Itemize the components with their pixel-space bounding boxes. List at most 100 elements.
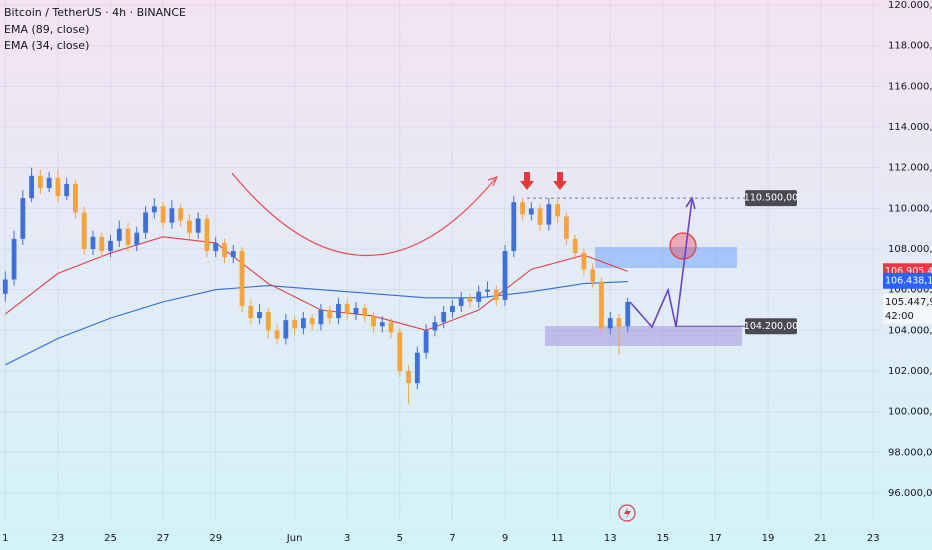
y-tick-label: 98.000,00: [888, 447, 932, 458]
y-tick-label: 104.000,00: [888, 325, 932, 336]
chart-title: Bitcoin / TetherUS · 4h · BINANCE: [4, 6, 186, 19]
candle-body: [414, 352, 420, 384]
candles: [2, 167, 631, 404]
grid: [0, 0, 882, 520]
price-label-box: [883, 272, 932, 289]
x-tick-label: 5: [397, 533, 403, 544]
candle-body: [537, 208, 543, 225]
candle-body: [300, 318, 306, 329]
y-tick-label: 116.000,00: [888, 81, 932, 92]
candle-body: [81, 212, 87, 249]
candle-body: [160, 206, 166, 223]
down-arrow: [553, 172, 567, 190]
x-tick-label: 9: [502, 533, 508, 544]
candle-body: [2, 279, 8, 294]
candle-body: [178, 208, 184, 221]
candle-body: [485, 289, 490, 292]
candle-body: [151, 206, 157, 213]
candle-body: [493, 289, 499, 300]
candle-body: [292, 320, 298, 329]
countdown: 42:00: [885, 311, 914, 322]
candle-body: [46, 177, 52, 188]
candle-body: [230, 251, 236, 258]
last-price: 105.447,99: [885, 297, 932, 308]
candle-body: [327, 310, 333, 319]
candle-body: [467, 297, 473, 302]
candle-body: [397, 332, 403, 371]
resistance-zone: [595, 247, 737, 268]
candle-body: [371, 316, 376, 327]
candle-body: [265, 312, 271, 331]
price-label: 106.905,43: [885, 266, 932, 277]
event-icon[interactable]: [618, 504, 636, 522]
candle-body: [528, 208, 534, 215]
candle-body: [625, 301, 631, 327]
target-circle: [669, 232, 697, 260]
candle-body: [458, 297, 464, 306]
x-tick-label: 7: [449, 533, 455, 544]
candle-body: [90, 236, 96, 249]
x-tick-label: 27: [157, 533, 170, 544]
support-zone: [545, 326, 742, 346]
target-box: [745, 190, 797, 207]
candle-body: [599, 281, 604, 329]
candle-body: [450, 305, 455, 313]
candle-body: [248, 305, 254, 319]
candle-body: [581, 253, 587, 270]
candle-body: [29, 175, 35, 199]
zones: [545, 247, 742, 346]
candle-body: [344, 303, 350, 315]
last-price-box: [883, 293, 932, 324]
candle-body: [563, 216, 569, 239]
candle-body: [362, 307, 368, 317]
y-tick-label: 108.000,00: [888, 244, 932, 255]
curve-arrowhead: [487, 176, 499, 187]
y-tick-label: 96.000,00: [888, 488, 932, 499]
targets: 110.500,00 104.200,00: [527, 190, 798, 335]
candle-body: [222, 242, 227, 258]
candle-body: [143, 212, 148, 233]
candle-body: [555, 204, 561, 217]
y-tick-label: 118.000,00: [888, 41, 932, 52]
candle-body: [441, 312, 447, 323]
target-label: 104.200,00: [744, 321, 798, 332]
candle-body: [37, 175, 43, 188]
candle-body: [309, 318, 315, 325]
y-tick-label: 112.000,00: [888, 163, 932, 174]
candle-body: [239, 251, 245, 306]
candle-body: [99, 236, 105, 252]
candle-body: [274, 330, 280, 339]
x-tick-label: 25: [104, 533, 117, 544]
y-tick-label: 110.000,00: [888, 203, 932, 214]
candle-body: [520, 202, 525, 215]
x-tick-label: 21: [814, 533, 827, 544]
candle-body: [108, 240, 113, 252]
candle-body: [379, 322, 385, 327]
candle-body: [511, 202, 517, 252]
drawings: [231, 172, 697, 522]
candle-body: [213, 242, 219, 252]
candle-body: [388, 322, 394, 333]
candle-body: [116, 228, 122, 241]
y-tick-label: 114.000,00: [888, 122, 932, 133]
candle-body: [169, 208, 175, 223]
x-tick-label: 1: [2, 533, 8, 544]
candle-body: [64, 183, 70, 197]
y-tick-label: 120.000,00: [888, 0, 932, 11]
candle-body: [283, 320, 289, 339]
candle-body: [11, 238, 17, 280]
x-tick-label: 23: [867, 533, 880, 544]
candle-body: [406, 371, 411, 384]
ema-line: [5, 280, 628, 366]
projection-path: [629, 198, 693, 329]
candle-body: [423, 330, 429, 353]
x-tick-label: 11: [551, 533, 564, 544]
candle-body: [476, 291, 482, 302]
candle-body: [590, 269, 596, 282]
candle-body: [20, 198, 26, 239]
target-box: [745, 318, 797, 335]
legend-entry: EMA (34, close): [4, 39, 89, 52]
target-label: 110.500,00: [744, 193, 798, 204]
